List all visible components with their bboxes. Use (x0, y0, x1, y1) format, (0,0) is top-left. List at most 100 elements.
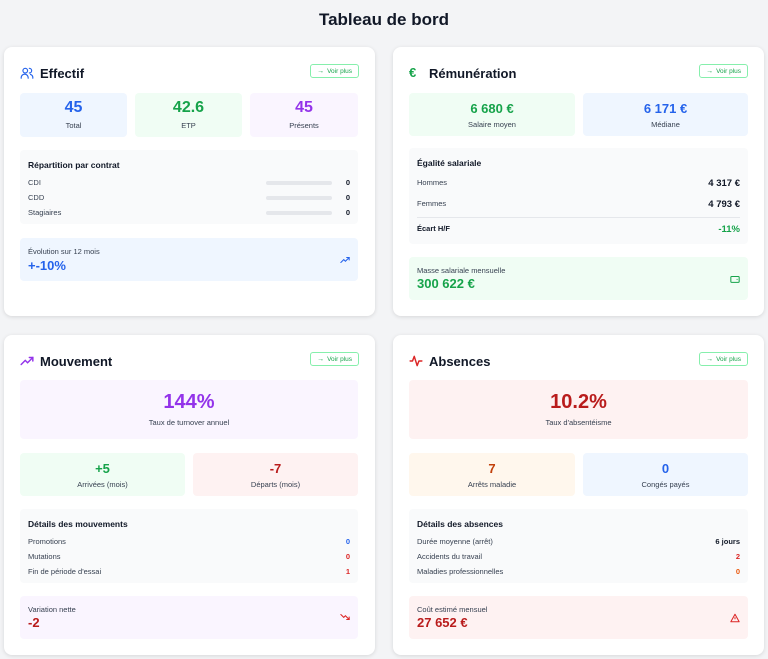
mouvements-details-title: Détails des mouvements (28, 519, 128, 529)
departs-box: -7 Départs (mois) (193, 453, 358, 496)
variation-value: -2 (28, 615, 40, 630)
effectif-card: Effectif → Voir plus 45 Total 42.6 ETP 45… (4, 47, 375, 316)
wallet-icon (730, 274, 740, 284)
variation-label: Variation nette (28, 605, 76, 614)
contract-row-cdd: CDD 0 (28, 193, 350, 205)
accidents-row: Accidents du travail 2 (417, 552, 740, 564)
effectif-title: Effectif (40, 65, 85, 81)
arrow-right-icon: → (317, 67, 325, 75)
users-icon (20, 66, 34, 80)
absences-title: Absences (429, 353, 491, 369)
contract-value: 0 (345, 193, 350, 202)
arrow-right-icon: → (706, 67, 714, 75)
activity-icon (409, 354, 423, 368)
departs-value: -7 (269, 461, 282, 476)
arrivees-label: Arrivées (mois) (77, 480, 128, 489)
ecart-value: -11% (718, 224, 740, 235)
femmes-label: Femmes (417, 199, 447, 208)
contract-bar (266, 196, 332, 200)
stat-presents: 45 Présents (250, 93, 358, 137)
conges-value: 0 (661, 461, 670, 476)
fin-essai-label: Fin de période d'essai (28, 567, 102, 576)
masse-value: 300 622 € (417, 276, 475, 291)
egalite-divider (417, 217, 740, 218)
stat-total-value: 45 (64, 99, 83, 116)
contract-bar (266, 181, 332, 185)
arrets-box: 7 Arrêts maladie (409, 453, 575, 496)
stat-etp-value: 42.6 (172, 99, 205, 116)
evolution-value: +-10% (28, 258, 66, 273)
cout-value: 27 652 € (417, 615, 468, 630)
stat-mediane: 6 171 € Médiane (583, 93, 748, 136)
contract-label: CDI (28, 178, 41, 187)
remuneration-title: Rémunération (429, 65, 517, 81)
turnover-value: 144% (163, 391, 215, 413)
stat-salaire-moyen: 6 680 € Salaire moyen (409, 93, 575, 136)
evolution-box: Évolution sur 12 mois +-10% (20, 238, 358, 281)
repartition-title: Répartition par contrat (28, 160, 120, 170)
absenteisme-value: 10.2% (550, 391, 607, 413)
cout-box: Coût estimé mensuel 27 652 € (409, 596, 748, 639)
page-title: Tableau de bord (318, 10, 450, 29)
effectif-voir-plus-button[interactable]: → Voir plus (310, 64, 359, 78)
stat-etp-label: ETP (181, 121, 196, 130)
arrets-value: 7 (488, 461, 496, 476)
effectif-header: Effectif (20, 63, 359, 83)
absences-details-section: Détails des absences Durée moyenne (arrê… (409, 509, 748, 583)
accidents-label: Accidents du travail (417, 552, 483, 561)
mutations-row: Mutations 0 (28, 552, 350, 564)
ecart-label: Écart H/F (417, 224, 450, 233)
mouvements-details-section: Détails des mouvements Promotions 0 Muta… (20, 509, 358, 583)
masse-label: Masse salariale mensuelle (417, 266, 506, 275)
voir-plus-label: Voir plus (716, 67, 741, 75)
promotions-label: Promotions (28, 537, 66, 546)
mediane-label: Médiane (651, 120, 680, 129)
euro-icon: € (409, 65, 417, 80)
contract-row-stagiaires: Stagiaires 0 (28, 208, 350, 220)
femmes-row: Femmes 4 793 € (417, 199, 740, 211)
alert-triangle-icon (730, 613, 740, 623)
remuneration-card: € Rémunération → Voir plus 6 680 € Salair… (393, 47, 764, 316)
stat-total: 45 Total (20, 93, 127, 137)
repartition-section: Répartition par contrat CDI 0 CDD 0 Stag… (20, 150, 358, 224)
absences-voir-plus-button[interactable]: → Voir plus (699, 352, 748, 366)
duree-value: 6 jours (715, 537, 740, 546)
promotions-value: 0 (345, 537, 350, 546)
contract-label: CDD (28, 193, 45, 202)
trending-up-icon (20, 354, 34, 368)
salaire-moyen-value: 6 680 € (470, 101, 514, 116)
arrivees-box: +5 Arrivées (mois) (20, 453, 185, 496)
contract-value: 0 (345, 208, 350, 217)
turnover-label: Taux de turnover annuel (148, 418, 230, 427)
contract-value: 0 (345, 178, 350, 187)
maladies-value: 0 (735, 567, 740, 576)
ecart-row: Écart H/F -11% (417, 224, 740, 236)
mouvement-card: Mouvement → Voir plus 144% Taux de turnov… (4, 335, 375, 655)
duree-row: Durée moyenne (arrêt) 6 jours (417, 537, 740, 549)
arrivees-value: +5 (95, 461, 110, 476)
egalite-title: Égalité salariale (417, 158, 482, 168)
arrow-right-icon: → (706, 355, 714, 363)
mutations-label: Mutations (28, 552, 61, 561)
voir-plus-label: Voir plus (327, 67, 352, 75)
hommes-row: Hommes 4 317 € (417, 178, 740, 190)
remuneration-header: € Rémunération (409, 63, 748, 83)
accidents-value: 2 (735, 552, 740, 561)
arrets-label: Arrêts maladie (467, 480, 517, 489)
stat-presents-value: 45 (295, 99, 313, 116)
hommes-label: Hommes (417, 178, 448, 187)
contract-row-cdi: CDI 0 (28, 178, 350, 190)
stat-total-label: Total (65, 121, 82, 130)
mouvement-title: Mouvement (40, 353, 113, 369)
maladies-label: Maladies professionnelles (417, 567, 504, 576)
remuneration-voir-plus-button[interactable]: → Voir plus (699, 64, 748, 78)
contract-bar (266, 211, 332, 215)
variation-box: Variation nette -2 (20, 596, 358, 639)
salaire-moyen-label: Salaire moyen (468, 120, 516, 129)
mouvement-voir-plus-button[interactable]: → Voir plus (310, 352, 359, 366)
stat-etp: 42.6 ETP (135, 93, 242, 137)
mutations-value: 0 (345, 552, 350, 561)
stat-presents-label: Présents (289, 121, 319, 130)
voir-plus-label: Voir plus (716, 355, 741, 363)
cout-label: Coût estimé mensuel (417, 605, 488, 614)
